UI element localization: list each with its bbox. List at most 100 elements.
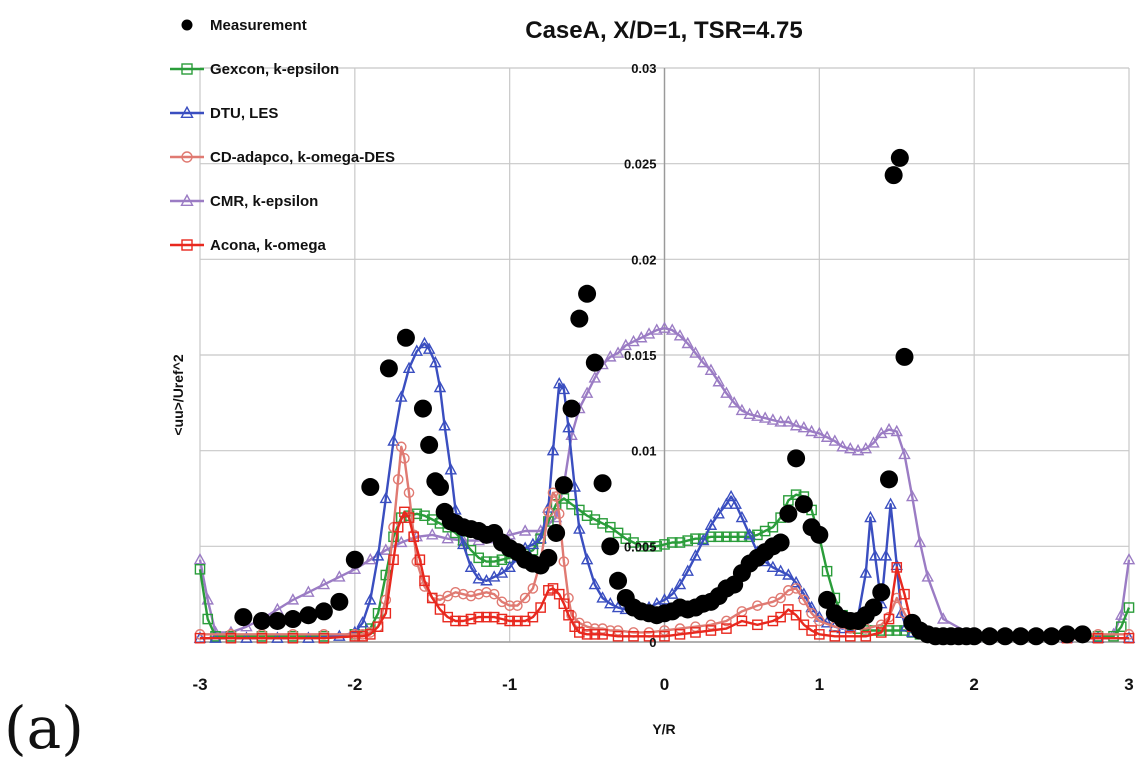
series-2-point-16 [422,342,436,354]
series-5-point-52 [767,615,779,627]
series-1-point-53 [713,531,724,543]
measurement-point-59 [771,533,790,552]
series-4-point-29 [588,371,602,383]
y-tick-label-3: 0.015 [624,348,657,363]
series-2-point-31 [526,537,540,550]
series-2-point-82 [884,497,897,509]
series-5-point-18 [434,604,446,615]
series-2-point-13 [402,361,416,374]
series-5-point-49 [721,623,732,634]
series-1-point-40 [612,527,624,539]
series-4-point-38 [658,321,671,333]
series-2-point-8 [364,593,377,605]
series-1-point-15 [419,510,430,522]
series-1-point-16 [426,514,438,525]
series-2-point-54 [689,549,702,561]
series-4-point-47 [727,396,741,408]
series-2-point-78 [864,510,877,523]
series-5-point-60 [845,630,856,642]
series-5-point-13 [403,512,415,523]
series-1-point-22 [473,552,485,564]
legend-label-3: CD-adapco, k-omega-DES [210,149,395,166]
series-4-point-69 [898,447,911,460]
series-4-point-43 [696,355,710,368]
series-1-point-59 [759,525,771,537]
measurement-point-89 [1027,627,1046,646]
measurement-point-31 [554,476,573,495]
y-tick-label-2: 0.01 [631,444,656,459]
measurement-point-85 [965,627,984,646]
x-tick-label-4: 1 [815,675,824,694]
series-3-point-56 [775,592,786,604]
measurement-point-90 [1042,627,1061,646]
measurement-point-7 [345,550,364,569]
measurement-point-14 [430,478,449,497]
series-5-point-3 [287,632,299,644]
series-4-point-59 [820,430,834,442]
series-2-point-9 [371,549,385,561]
series-3-point-37 [558,556,570,567]
series-3-point-23 [465,590,477,602]
series-4-point-70 [905,489,919,502]
series-2-point-41 [588,577,602,590]
series-5-point-10 [388,554,399,566]
series-5-point-6 [357,630,368,642]
series-4-point-10 [333,570,346,582]
series-4-point-45 [712,375,725,387]
series-2-point-59 [724,489,738,502]
series-3-point-58 [790,583,802,594]
series-5-point-31 [535,602,546,613]
measurement-point-88 [1011,627,1030,646]
series-1-point-48 [674,537,686,548]
series-4-point-0 [193,552,207,565]
series-2-point-65 [766,560,780,573]
series-1-point-50 [690,533,701,544]
series-5-point-26 [496,613,508,625]
measurement-point-2 [268,611,287,630]
series-4-point-65 [867,436,880,448]
series-2-point-57 [712,507,725,519]
series-4-point-40 [673,329,687,341]
series-4-point-39 [666,323,679,335]
series-line-3 [200,445,1129,636]
series-5-point-40 [589,629,601,640]
series-4-point-22 [518,524,532,536]
series-1-point-43 [635,541,647,552]
series-4-point-64 [859,442,873,454]
series-2-point-60 [729,497,742,509]
series-1-point-38 [597,518,608,529]
series-5-point-41 [597,629,608,640]
series-2-point-55 [696,533,710,546]
series-4-point-11 [348,562,362,574]
y-axis-label: <uu>/Uref^2 [170,354,186,436]
series-1-point-75 [883,625,895,636]
measurement-point-92 [1073,625,1092,644]
legend-label-5: Acona, k-omega [210,237,327,254]
series-5-point-50 [736,615,748,627]
series-5-point-2 [256,632,268,644]
series-5-point-54 [783,604,794,615]
measurement-point-37 [601,537,620,556]
measurement-point-12 [420,435,439,454]
series-2-point-79 [868,549,882,561]
series-3-point-57 [783,585,794,596]
series-2-point-68 [789,575,803,588]
series-2-point-23 [464,560,478,573]
series-4-point-42 [689,346,702,358]
series-1-point-46 [659,539,670,550]
series-4-point-54 [782,415,795,427]
series-5-point-48 [705,625,717,636]
series-1-point-89 [1123,602,1135,613]
series-4-point-72 [921,570,934,582]
series-4-point-49 [743,407,756,419]
measurement-point-4 [299,606,318,625]
legend-item-4: CMR, k-epsilon [170,193,318,210]
series-1-point-35 [574,504,585,516]
measurement-point-73 [880,470,899,489]
series-2-point-36 [557,382,571,395]
series-5-point-42 [612,630,624,642]
series-5-point-63 [883,613,895,625]
series-2-point-5 [333,629,346,641]
series-2-point-66 [774,564,787,576]
series-5-point-59 [829,630,841,642]
